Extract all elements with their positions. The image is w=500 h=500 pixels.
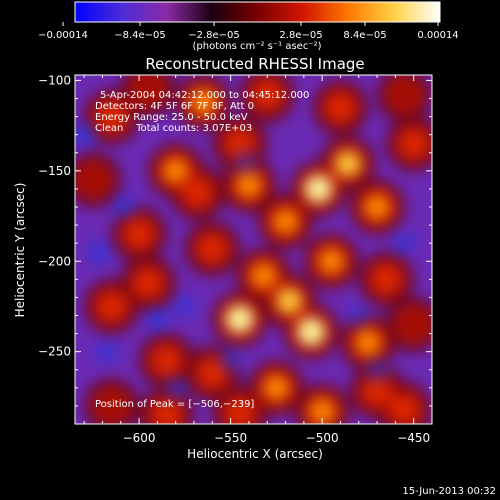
heat-blob-core	[127, 222, 152, 247]
heat-blob-core	[318, 248, 345, 275]
heat-blob-core	[154, 348, 179, 373]
heat-blob-core	[304, 174, 333, 203]
annotation-detectors: Detectors: 4F 5F 6F 7F 8F, Att 0	[95, 101, 254, 112]
heat-dip	[219, 349, 242, 372]
heat-dip	[366, 358, 389, 381]
heat-blob-core	[328, 95, 353, 120]
y-tick-label: −100	[38, 73, 71, 87]
heat-dip	[95, 340, 118, 363]
heat-blob-core	[255, 82, 280, 107]
chart-title: Reconstructed RHESSI Image	[145, 55, 364, 73]
annotation-energy-range: Energy Range: 25.0 - 50.0 keV	[95, 112, 248, 123]
heat-blob-core	[99, 294, 124, 319]
heat-blob-core	[99, 104, 124, 129]
heat-blob-core	[136, 270, 161, 295]
heat-dip	[113, 196, 136, 219]
heat-blob-core	[185, 180, 210, 205]
heat-blob-core	[250, 262, 277, 289]
y-tick-label: −250	[38, 345, 71, 359]
heat-dip	[234, 150, 257, 173]
heat-blob-core	[334, 150, 361, 177]
colorbar-tick-label: 8.4e−05	[343, 30, 386, 41]
heat-blob-core	[200, 361, 225, 386]
heat-dip	[347, 304, 370, 327]
y-tick-label: −150	[38, 164, 71, 178]
colorbar-tick-label: 0.00014	[417, 30, 458, 41]
heat-blob-core	[225, 305, 254, 334]
heat-blob-core	[365, 379, 390, 404]
heat-blob-core	[276, 288, 303, 315]
heat-dip	[173, 295, 196, 318]
heatmap-image	[75, 75, 432, 424]
annotation-clean-counts: Clean Total counts: 3.07E+03	[95, 123, 252, 134]
heat-blob-core	[82, 168, 105, 191]
x-axis-label: Heliocentric X (arcsec)	[187, 447, 323, 461]
colorbar-unit-label: (photons cm⁻² s⁻¹ asec⁻²)	[192, 41, 321, 52]
heat-blob-core	[235, 172, 262, 199]
heat-blob-core	[263, 374, 290, 401]
heat-blob-core	[190, 89, 217, 116]
heat-blob-core	[354, 329, 381, 356]
heat-blob-core	[162, 157, 189, 184]
heat-blob-core	[137, 78, 160, 101]
heat-blob-core	[227, 131, 252, 156]
x-tick-label: −600	[123, 431, 156, 445]
heat-blob-core	[393, 83, 416, 106]
colorbar-ticks	[62, 22, 439, 26]
heat-dip	[75, 123, 96, 146]
annotation-peak-position: Position of Peak = [−506,−239]	[95, 399, 254, 410]
heat-blob-core	[227, 401, 252, 424]
heat-blob-core	[200, 236, 225, 261]
heat-blob-core	[392, 397, 417, 422]
heat-dip	[393, 232, 416, 255]
heat-dip	[146, 308, 169, 331]
colorbar-tick-label: 2.8e−05	[279, 30, 322, 41]
heat-blob-core	[297, 317, 326, 346]
y-tick-label: −200	[38, 254, 71, 268]
x-axis-ticks: −600 −550 −500 −450	[83, 75, 433, 445]
colorbar-tick-label: −2.8e−05	[188, 30, 240, 41]
heat-blob-core	[309, 398, 336, 424]
heat-blob-core	[374, 267, 399, 292]
heat-blob-core	[401, 131, 426, 156]
x-tick-label: −450	[397, 431, 430, 445]
x-tick-label: −550	[214, 431, 247, 445]
colorbar-tick-label: −0.00014	[38, 30, 88, 41]
colorbar	[74, 1, 441, 23]
colorbar-tick-label: −8.4e−05	[114, 30, 166, 41]
heat-blob-core	[402, 313, 425, 336]
heat-blob-core	[154, 402, 179, 424]
heat-blob-core	[100, 394, 123, 417]
heat-blob-core	[364, 194, 391, 221]
y-axis-ticks: −100 −150 −200 −250	[38, 73, 432, 425]
y-axis-label: Heliocentric Y (arcsec)	[13, 183, 27, 318]
heat-dip	[164, 376, 187, 399]
x-tick-label: −500	[306, 431, 339, 445]
heat-blob-core	[272, 208, 299, 235]
plot-frame	[74, 74, 433, 425]
footer-date: 15-Jun-2013 00:32	[402, 486, 496, 497]
annotation-time-range: 5-Apr-2004 04:42:12.000 to 04:45:12.000	[100, 90, 309, 101]
heat-dip	[87, 241, 110, 264]
